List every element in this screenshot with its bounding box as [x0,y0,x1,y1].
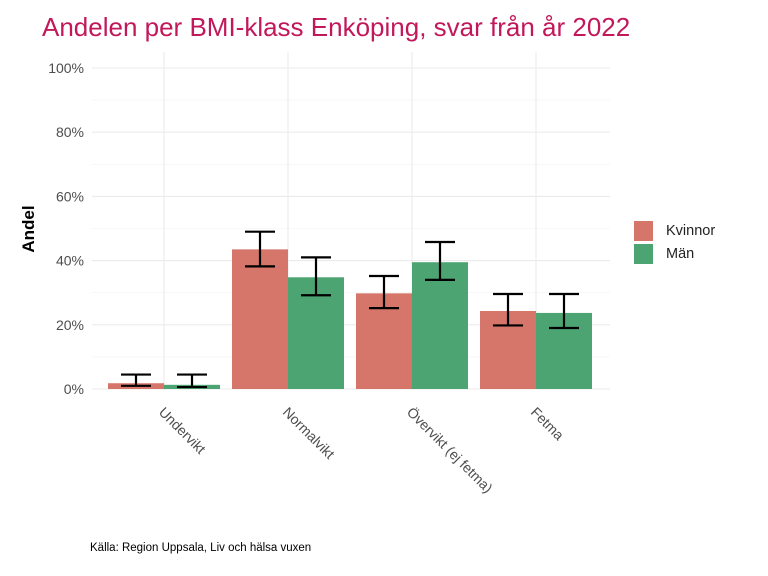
chart-title: Andelen per BMI-klass Enköping, svar frå… [42,12,631,42]
legend-item-kvinnor: Kvinnor [634,219,715,242]
legend-label-man: Män [666,245,695,262]
y-tick-label: 40% [56,253,84,269]
legend-item-man: Män [634,242,715,265]
y-axis-title: Andel [19,205,38,253]
x-tick-label: Övervikt (ej fetma) [404,403,497,496]
y-tick-label: 0% [64,381,84,397]
error-bar [301,256,331,297]
caption: Källa: Region Uppsala, Liv och hälsa vux… [90,542,312,554]
legend-swatch-kvinnor [634,220,653,241]
bars [108,249,592,389]
x-tick-label: Undervikt [156,404,209,457]
x-axis-ticks: Undervikt Normalvikt Övervikt (ej fetma) Fe… [156,403,568,496]
error-bar [369,274,399,310]
y-tick-label: 100% [48,60,84,76]
legend-swatch-man [634,243,653,264]
bar-kvinnor [232,249,288,389]
error-bar [549,292,579,330]
legend: Kvinnor Män [634,219,715,265]
grid [92,52,610,390]
error-bar [121,373,151,387]
x-tick-label: Normalvikt [280,404,338,462]
y-tick-label: 20% [56,317,84,333]
error-bar [425,240,455,281]
legend-label-kvinnor: Kvinnor [666,222,716,239]
x-tick-label: Fetma [528,404,568,444]
error-bar [245,230,275,268]
y-axis-ticks: 0% 20% 40% 60% 80% 100% [48,60,84,397]
y-tick-label: 60% [56,188,84,204]
error-bar [493,292,523,327]
y-tick-label: 80% [56,124,84,140]
bar-man [412,262,468,389]
error-bars [121,230,579,389]
bar-kvinnor [356,293,412,389]
error-bar [177,373,207,389]
